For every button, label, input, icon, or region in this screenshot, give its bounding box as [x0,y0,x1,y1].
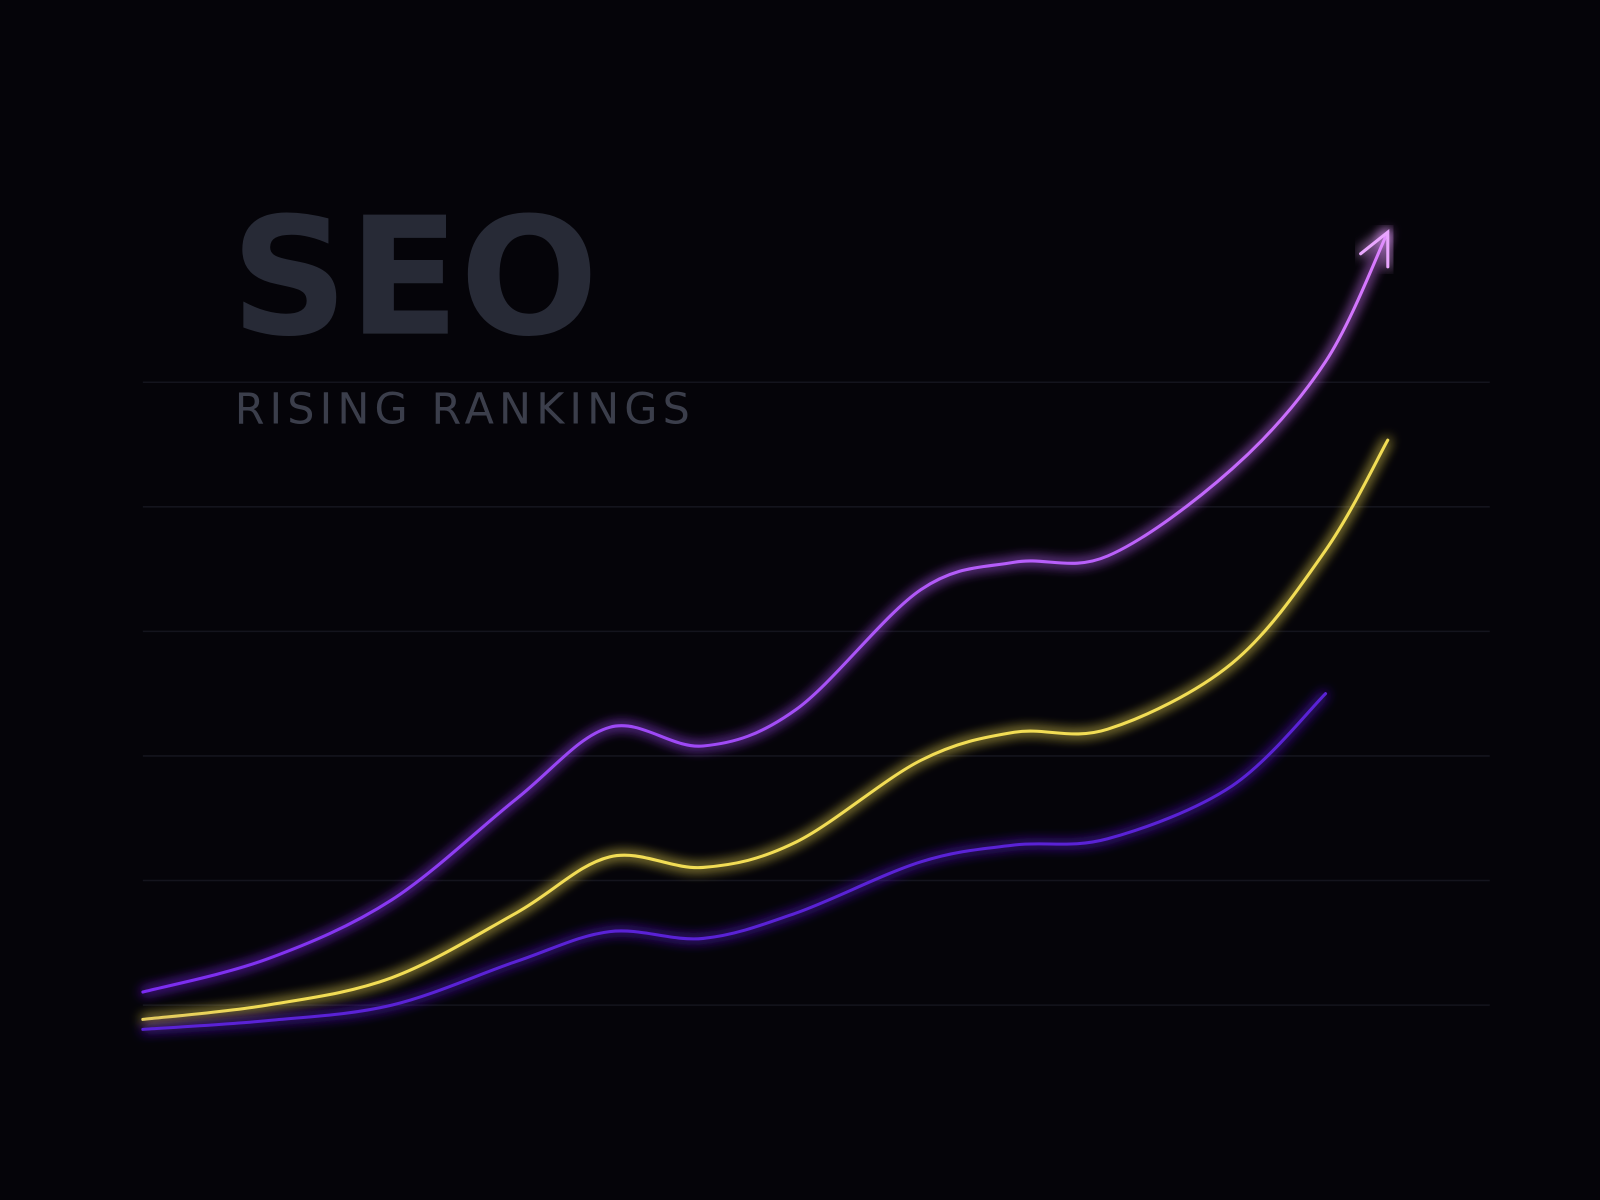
series-line [141,692,1328,1031]
series-line [141,438,1390,1021]
grid [142,381,1490,1006]
lines [141,228,1390,1031]
chart-subtitle: RISING RANKINGS [235,384,695,434]
series-line [141,230,1390,994]
chart-title: SEO [231,182,599,373]
arrow-head [1359,228,1390,269]
